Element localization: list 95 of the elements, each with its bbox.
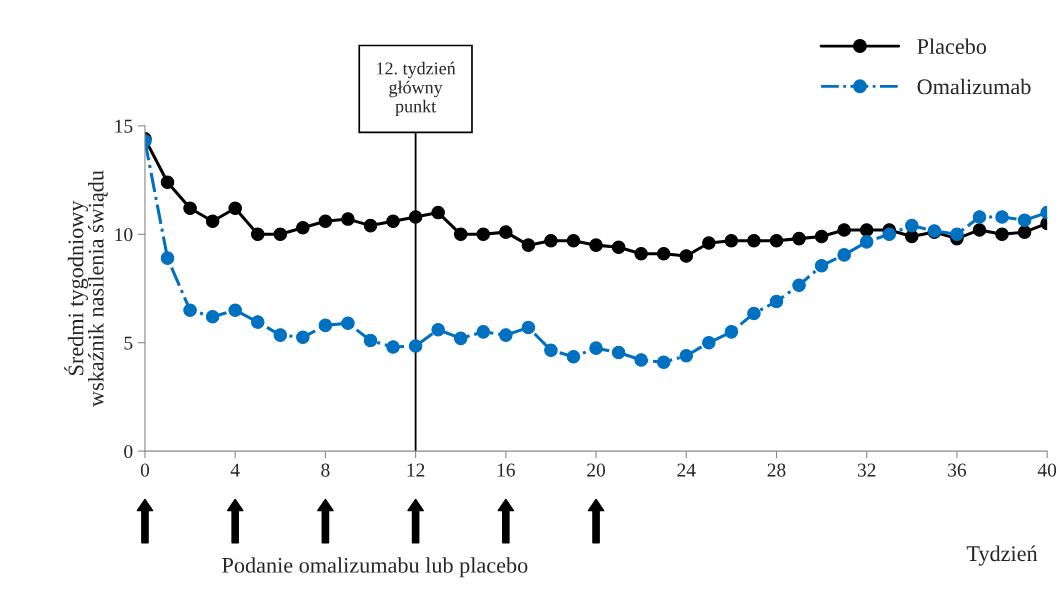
point bbox=[837, 248, 851, 262]
point bbox=[747, 234, 761, 248]
legend-label: Placebo bbox=[917, 38, 987, 55]
point bbox=[814, 229, 829, 244]
point bbox=[634, 247, 648, 261]
point bbox=[318, 214, 333, 229]
point bbox=[228, 303, 242, 317]
point bbox=[859, 223, 874, 237]
point bbox=[499, 328, 513, 342]
text: Podanie omalizumabu lub placebo bbox=[222, 557, 528, 578]
point bbox=[205, 214, 220, 229]
x-tick-label: 28 bbox=[767, 463, 786, 477]
point bbox=[296, 221, 310, 235]
point bbox=[273, 328, 288, 342]
x-tick-label: 32 bbox=[857, 463, 876, 477]
point bbox=[160, 175, 175, 190]
point bbox=[453, 227, 468, 242]
x-tick-label: 24 bbox=[677, 463, 696, 477]
point bbox=[679, 249, 694, 263]
point bbox=[792, 278, 806, 293]
point bbox=[995, 227, 1009, 242]
point bbox=[566, 234, 581, 248]
point bbox=[972, 210, 987, 224]
point bbox=[476, 325, 491, 339]
point bbox=[431, 205, 445, 220]
point bbox=[611, 240, 626, 255]
point bbox=[273, 227, 288, 242]
point bbox=[679, 348, 694, 363]
point bbox=[905, 218, 919, 233]
point bbox=[386, 214, 400, 229]
point bbox=[250, 227, 265, 242]
point bbox=[656, 355, 671, 369]
point bbox=[837, 223, 851, 237]
point bbox=[702, 236, 716, 250]
y-tick-label: 5 bbox=[124, 336, 133, 350]
point bbox=[544, 343, 558, 358]
point bbox=[905, 229, 919, 244]
point bbox=[724, 234, 739, 248]
point bbox=[769, 234, 784, 248]
x-tick-label: 36 bbox=[948, 463, 967, 477]
point bbox=[431, 322, 445, 337]
point bbox=[408, 339, 423, 353]
point bbox=[521, 320, 536, 335]
point bbox=[589, 238, 603, 252]
point bbox=[160, 251, 175, 265]
point bbox=[341, 316, 355, 330]
point bbox=[296, 330, 310, 345]
x-tick-label: 8 bbox=[321, 463, 330, 477]
point bbox=[859, 235, 874, 249]
y-tick-label: 10 bbox=[115, 228, 133, 242]
point bbox=[205, 309, 220, 324]
point bbox=[950, 227, 964, 242]
point bbox=[702, 335, 716, 350]
legend-label: Omalizumab bbox=[917, 78, 1031, 95]
x-tick-label: 16 bbox=[497, 463, 515, 477]
x-tick-label: 40 bbox=[1037, 463, 1057, 477]
point bbox=[318, 318, 333, 333]
point bbox=[1017, 225, 1032, 239]
point bbox=[183, 201, 197, 216]
x-tick-label: 20 bbox=[587, 463, 606, 477]
x-tick-label: 4 bbox=[230, 463, 240, 477]
point bbox=[250, 315, 265, 329]
point bbox=[634, 353, 648, 367]
point bbox=[747, 306, 761, 321]
y-tick-label: 0 bbox=[124, 444, 133, 459]
point bbox=[453, 331, 468, 346]
point bbox=[724, 325, 739, 339]
y-axis-title: Średmi tygodniowy wskaźnik nasilenia świądu bbox=[64, 170, 108, 407]
x-tick-label: 0 bbox=[140, 463, 150, 477]
point bbox=[183, 303, 197, 317]
point bbox=[228, 201, 242, 216]
point bbox=[972, 223, 987, 237]
point bbox=[363, 333, 378, 348]
point bbox=[792, 231, 806, 246]
point bbox=[995, 210, 1009, 224]
point bbox=[566, 350, 581, 364]
point bbox=[544, 234, 558, 248]
point bbox=[611, 345, 626, 360]
point bbox=[589, 341, 603, 355]
point bbox=[769, 294, 784, 309]
x-axis-title: Tydzień bbox=[966, 545, 1038, 566]
ref-line-label: 12. tydzień główny punkt bbox=[377, 61, 456, 117]
point bbox=[521, 238, 536, 252]
point bbox=[656, 247, 671, 261]
x-tick-label: 12 bbox=[407, 463, 425, 477]
point bbox=[363, 218, 378, 233]
point bbox=[814, 258, 829, 273]
point bbox=[341, 212, 355, 226]
y-tick-label: 15 bbox=[115, 119, 133, 133]
point bbox=[476, 227, 491, 242]
point bbox=[882, 227, 897, 242]
point bbox=[499, 225, 513, 239]
point bbox=[386, 340, 400, 354]
point bbox=[1017, 213, 1032, 227]
point bbox=[408, 210, 423, 224]
